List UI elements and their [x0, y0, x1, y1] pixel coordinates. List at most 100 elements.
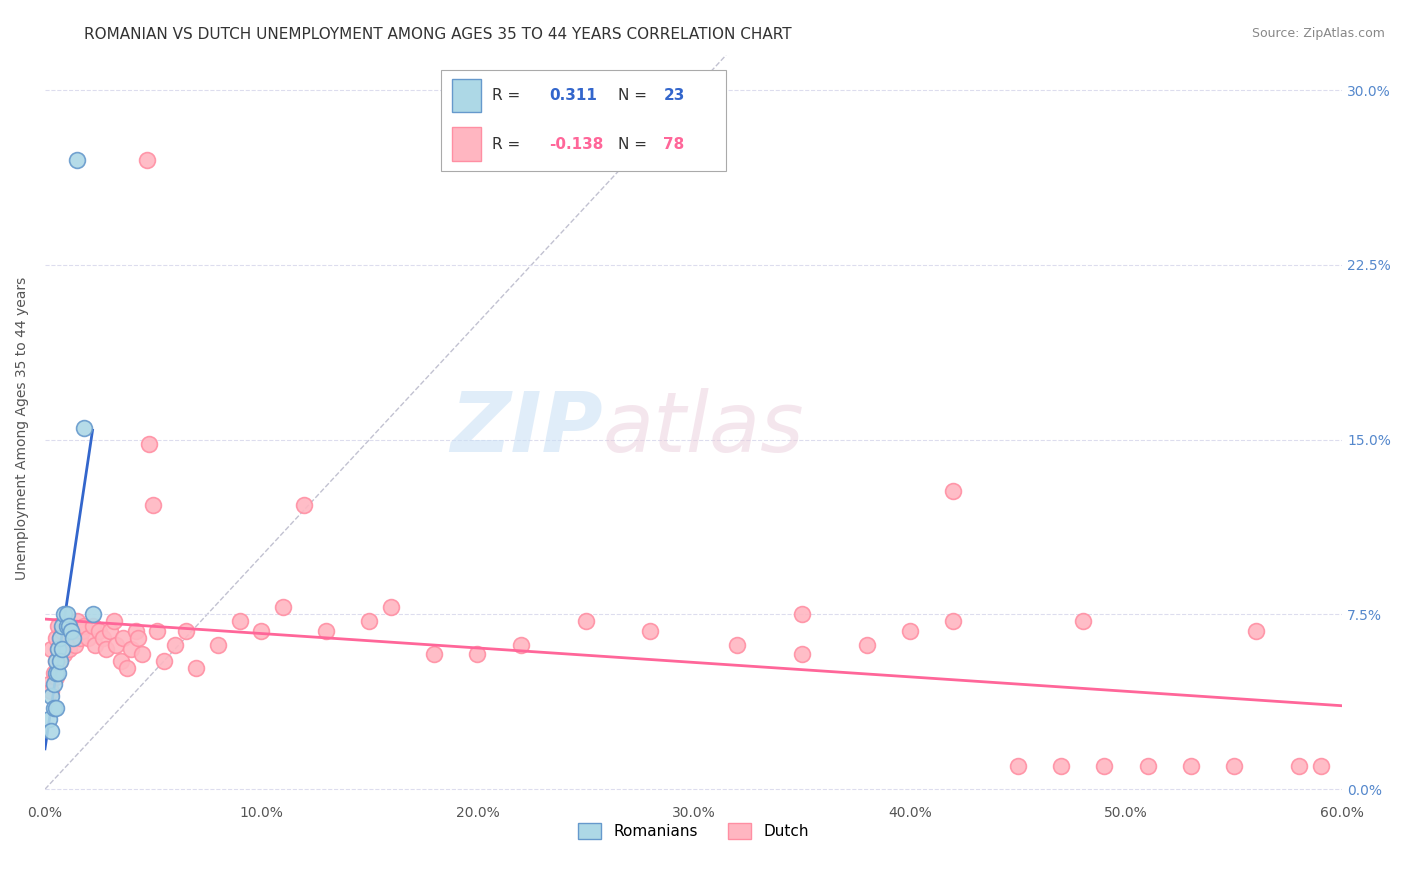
- Point: [271, 600, 294, 615]
- Point: [111, 631, 134, 645]
- Point: [87, 624, 110, 638]
- Point: [359, 615, 381, 629]
- Point: [45, 665, 67, 680]
- Point: [49, 654, 72, 668]
- Point: [315, 624, 337, 638]
- Point: [790, 607, 813, 622]
- Point: [51, 642, 73, 657]
- Point: [574, 615, 596, 629]
- Point: [110, 654, 132, 668]
- Point: [49, 631, 72, 645]
- Point: [138, 437, 160, 451]
- Point: [46, 642, 69, 657]
- Point: [135, 153, 157, 167]
- Point: [45, 700, 67, 714]
- Point: [41, 723, 63, 738]
- Point: [45, 670, 67, 684]
- Point: [725, 638, 748, 652]
- Point: [131, 647, 153, 661]
- Point: [186, 661, 208, 675]
- Point: [55, 607, 77, 622]
- Point: [45, 654, 67, 668]
- Point: [790, 647, 813, 661]
- Point: [83, 638, 105, 652]
- Text: ROMANIAN VS DUTCH UNEMPLOYMENT AMONG AGES 35 TO 44 YEARS CORRELATION CHART: ROMANIAN VS DUTCH UNEMPLOYMENT AMONG AGE…: [84, 27, 792, 42]
- Point: [46, 665, 69, 680]
- Point: [125, 624, 148, 638]
- Point: [58, 619, 80, 633]
- Point: [98, 624, 121, 638]
- Point: [42, 700, 65, 714]
- Point: [41, 684, 63, 698]
- Point: [38, 712, 60, 726]
- Text: ZIP: ZIP: [450, 387, 603, 468]
- Point: [1309, 759, 1331, 773]
- Point: [146, 624, 169, 638]
- Point: [467, 647, 489, 661]
- Point: [65, 638, 87, 652]
- Point: [142, 498, 165, 512]
- Point: [94, 642, 117, 657]
- Point: [49, 631, 72, 645]
- Point: [855, 638, 877, 652]
- Point: [45, 631, 67, 645]
- Legend: Romanians, Dutch: Romanians, Dutch: [572, 817, 815, 846]
- Point: [42, 665, 65, 680]
- Point: [49, 654, 72, 668]
- Point: [898, 624, 921, 638]
- Point: [66, 153, 89, 167]
- Point: [41, 689, 63, 703]
- Point: [423, 647, 446, 661]
- Point: [1094, 759, 1116, 773]
- Point: [46, 642, 69, 657]
- Point: [120, 642, 142, 657]
- Point: [55, 619, 77, 633]
- Point: [127, 631, 149, 645]
- Point: [1180, 759, 1202, 773]
- Text: Source: ZipAtlas.com: Source: ZipAtlas.com: [1251, 27, 1385, 40]
- Text: atlas: atlas: [603, 387, 804, 468]
- Point: [228, 615, 250, 629]
- Point: [380, 600, 402, 615]
- Point: [1050, 759, 1073, 773]
- Point: [1071, 615, 1094, 629]
- Point: [62, 631, 84, 645]
- Point: [73, 619, 96, 633]
- Point: [55, 635, 77, 649]
- Point: [82, 607, 104, 622]
- Point: [51, 619, 73, 633]
- Point: [82, 619, 104, 633]
- Point: [45, 654, 67, 668]
- Point: [38, 677, 60, 691]
- Point: [1244, 624, 1267, 638]
- Point: [66, 615, 89, 629]
- Point: [153, 654, 176, 668]
- Point: [250, 624, 273, 638]
- Point: [1007, 759, 1029, 773]
- Point: [207, 638, 229, 652]
- Point: [69, 631, 91, 645]
- Point: [105, 638, 128, 652]
- Point: [59, 624, 82, 638]
- Point: [1223, 759, 1246, 773]
- Point: [53, 647, 76, 661]
- Point: [42, 677, 65, 691]
- Point: [73, 421, 96, 435]
- Point: [1288, 759, 1310, 773]
- Point: [115, 661, 138, 675]
- Point: [70, 624, 93, 638]
- Point: [163, 638, 186, 652]
- Point: [1136, 759, 1159, 773]
- Point: [53, 607, 76, 622]
- Y-axis label: Unemployment Among Ages 35 to 44 years: Unemployment Among Ages 35 to 44 years: [15, 277, 30, 580]
- Point: [46, 619, 69, 633]
- Point: [103, 615, 125, 629]
- Point: [174, 624, 197, 638]
- Point: [58, 642, 80, 657]
- Point: [294, 498, 316, 512]
- Point: [51, 642, 73, 657]
- Point: [41, 642, 63, 657]
- Point: [640, 624, 662, 638]
- Point: [509, 638, 531, 652]
- Point: [942, 483, 965, 498]
